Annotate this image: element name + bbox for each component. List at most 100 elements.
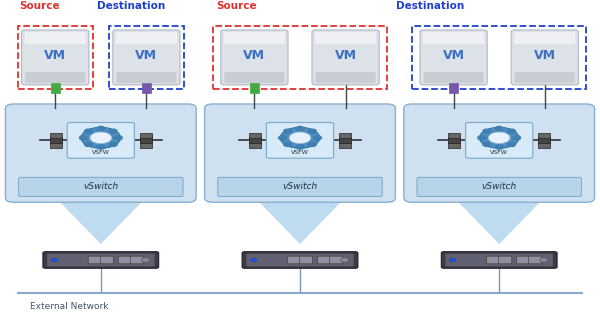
Circle shape [114, 136, 122, 140]
Circle shape [109, 129, 117, 133]
FancyBboxPatch shape [116, 32, 177, 44]
Text: VSFW: VSFW [490, 150, 508, 155]
Circle shape [296, 145, 304, 149]
Circle shape [495, 126, 503, 131]
FancyBboxPatch shape [116, 72, 176, 83]
Circle shape [284, 142, 292, 146]
FancyBboxPatch shape [499, 256, 512, 264]
Text: VSFW: VSFW [92, 150, 110, 155]
FancyBboxPatch shape [224, 72, 284, 83]
FancyBboxPatch shape [118, 256, 131, 264]
Circle shape [52, 258, 58, 262]
FancyBboxPatch shape [47, 254, 155, 266]
FancyBboxPatch shape [423, 32, 484, 44]
FancyBboxPatch shape [218, 177, 382, 197]
FancyBboxPatch shape [25, 72, 85, 83]
FancyBboxPatch shape [221, 30, 288, 85]
Circle shape [479, 127, 519, 148]
Circle shape [109, 142, 117, 146]
FancyBboxPatch shape [250, 83, 259, 93]
Circle shape [308, 129, 316, 133]
FancyBboxPatch shape [515, 72, 575, 83]
Text: Destination: Destination [97, 1, 166, 11]
FancyBboxPatch shape [249, 142, 261, 148]
Circle shape [251, 258, 257, 262]
Circle shape [478, 136, 486, 140]
FancyBboxPatch shape [316, 72, 376, 83]
Polygon shape [454, 198, 544, 244]
FancyBboxPatch shape [448, 142, 460, 148]
Circle shape [488, 132, 510, 144]
Circle shape [81, 127, 121, 148]
FancyBboxPatch shape [487, 256, 500, 264]
Circle shape [90, 132, 112, 144]
Polygon shape [255, 198, 345, 244]
FancyBboxPatch shape [424, 72, 484, 83]
Text: Source: Source [19, 1, 60, 11]
FancyBboxPatch shape [538, 137, 550, 143]
FancyBboxPatch shape [339, 133, 351, 138]
Text: External Network: External Network [30, 302, 109, 311]
FancyBboxPatch shape [339, 142, 351, 148]
Circle shape [341, 258, 349, 262]
FancyBboxPatch shape [448, 137, 460, 143]
Circle shape [296, 126, 304, 131]
Circle shape [508, 129, 515, 133]
FancyBboxPatch shape [113, 30, 180, 85]
FancyBboxPatch shape [511, 30, 578, 85]
FancyBboxPatch shape [100, 256, 113, 264]
FancyBboxPatch shape [449, 83, 458, 93]
Circle shape [508, 142, 515, 146]
Text: VM: VM [136, 49, 157, 62]
FancyBboxPatch shape [317, 256, 331, 264]
FancyBboxPatch shape [224, 32, 285, 44]
Circle shape [450, 258, 456, 262]
FancyBboxPatch shape [466, 122, 533, 158]
Circle shape [97, 145, 105, 149]
FancyBboxPatch shape [339, 137, 351, 143]
FancyBboxPatch shape [140, 137, 152, 143]
Bar [213, 26, 387, 89]
Circle shape [79, 136, 88, 140]
Polygon shape [56, 198, 146, 244]
FancyBboxPatch shape [287, 256, 301, 264]
FancyBboxPatch shape [67, 122, 134, 158]
FancyBboxPatch shape [249, 133, 261, 138]
FancyBboxPatch shape [50, 133, 62, 138]
Circle shape [289, 132, 311, 144]
Text: VM: VM [44, 49, 66, 62]
FancyBboxPatch shape [142, 83, 151, 93]
Circle shape [483, 142, 491, 146]
Circle shape [308, 142, 316, 146]
FancyBboxPatch shape [88, 256, 101, 264]
FancyBboxPatch shape [420, 30, 487, 85]
FancyBboxPatch shape [242, 252, 358, 268]
Text: Source: Source [216, 1, 257, 11]
Circle shape [512, 136, 521, 140]
Text: VM: VM [244, 49, 265, 62]
FancyBboxPatch shape [517, 256, 530, 264]
Bar [412, 26, 586, 89]
FancyBboxPatch shape [50, 83, 60, 93]
FancyBboxPatch shape [140, 133, 152, 138]
FancyBboxPatch shape [441, 252, 557, 268]
Circle shape [483, 129, 491, 133]
FancyBboxPatch shape [514, 32, 575, 44]
FancyBboxPatch shape [448, 133, 460, 138]
FancyBboxPatch shape [329, 256, 343, 264]
FancyBboxPatch shape [130, 256, 143, 264]
FancyBboxPatch shape [43, 252, 159, 268]
FancyBboxPatch shape [404, 104, 595, 202]
FancyBboxPatch shape [529, 256, 542, 264]
Text: Destination: Destination [396, 1, 464, 11]
Circle shape [85, 142, 92, 146]
Text: vSwitch: vSwitch [482, 182, 517, 191]
FancyBboxPatch shape [246, 254, 353, 266]
Circle shape [280, 127, 320, 148]
FancyBboxPatch shape [299, 256, 313, 264]
FancyBboxPatch shape [445, 254, 553, 266]
Circle shape [97, 126, 105, 131]
FancyBboxPatch shape [19, 177, 183, 197]
FancyBboxPatch shape [140, 142, 152, 148]
FancyBboxPatch shape [50, 137, 62, 143]
